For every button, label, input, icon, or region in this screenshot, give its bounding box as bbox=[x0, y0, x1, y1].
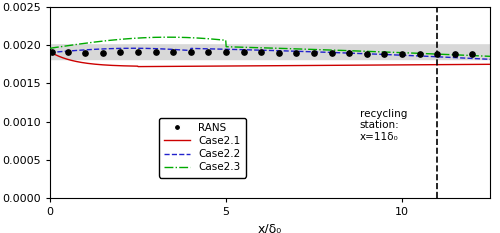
X-axis label: x/δ₀: x/δ₀ bbox=[258, 223, 282, 233]
Text: recycling
station:
x=11δ₀: recycling station: x=11δ₀ bbox=[360, 109, 407, 142]
Legend: RANS, Case2.1, Case2.2, Case2.3: RANS, Case2.1, Case2.2, Case2.3 bbox=[158, 118, 246, 178]
